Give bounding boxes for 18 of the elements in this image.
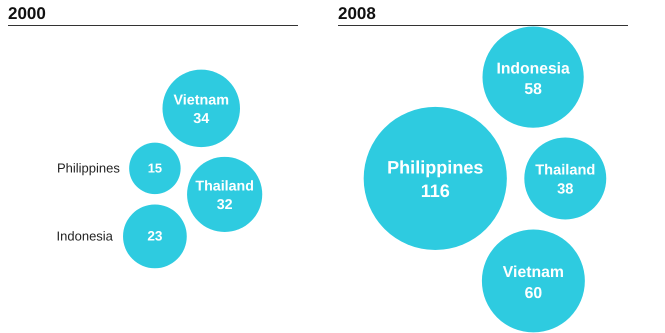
category-label: Philippines xyxy=(387,158,484,178)
data-label: 32 xyxy=(216,197,233,214)
data-label: 60 xyxy=(524,284,542,302)
category-label: Indonesia xyxy=(56,228,114,244)
category-label: Vietnam xyxy=(502,264,564,282)
category-label: Vietnam xyxy=(173,92,230,108)
category-label: Thailand xyxy=(535,162,596,178)
data-label: 34 xyxy=(193,111,210,128)
data-label: 58 xyxy=(524,80,542,98)
data-label: 116 xyxy=(420,181,450,202)
data-label: 23 xyxy=(147,228,163,244)
category-label: Thailand xyxy=(195,178,254,195)
text: 2008 xyxy=(338,4,628,26)
category-label: Indonesia xyxy=(496,60,570,78)
text: 2000 xyxy=(8,4,298,26)
category-label: Philippines xyxy=(56,160,120,176)
data-label: 38 xyxy=(557,181,574,198)
data-label: 15 xyxy=(148,160,162,176)
